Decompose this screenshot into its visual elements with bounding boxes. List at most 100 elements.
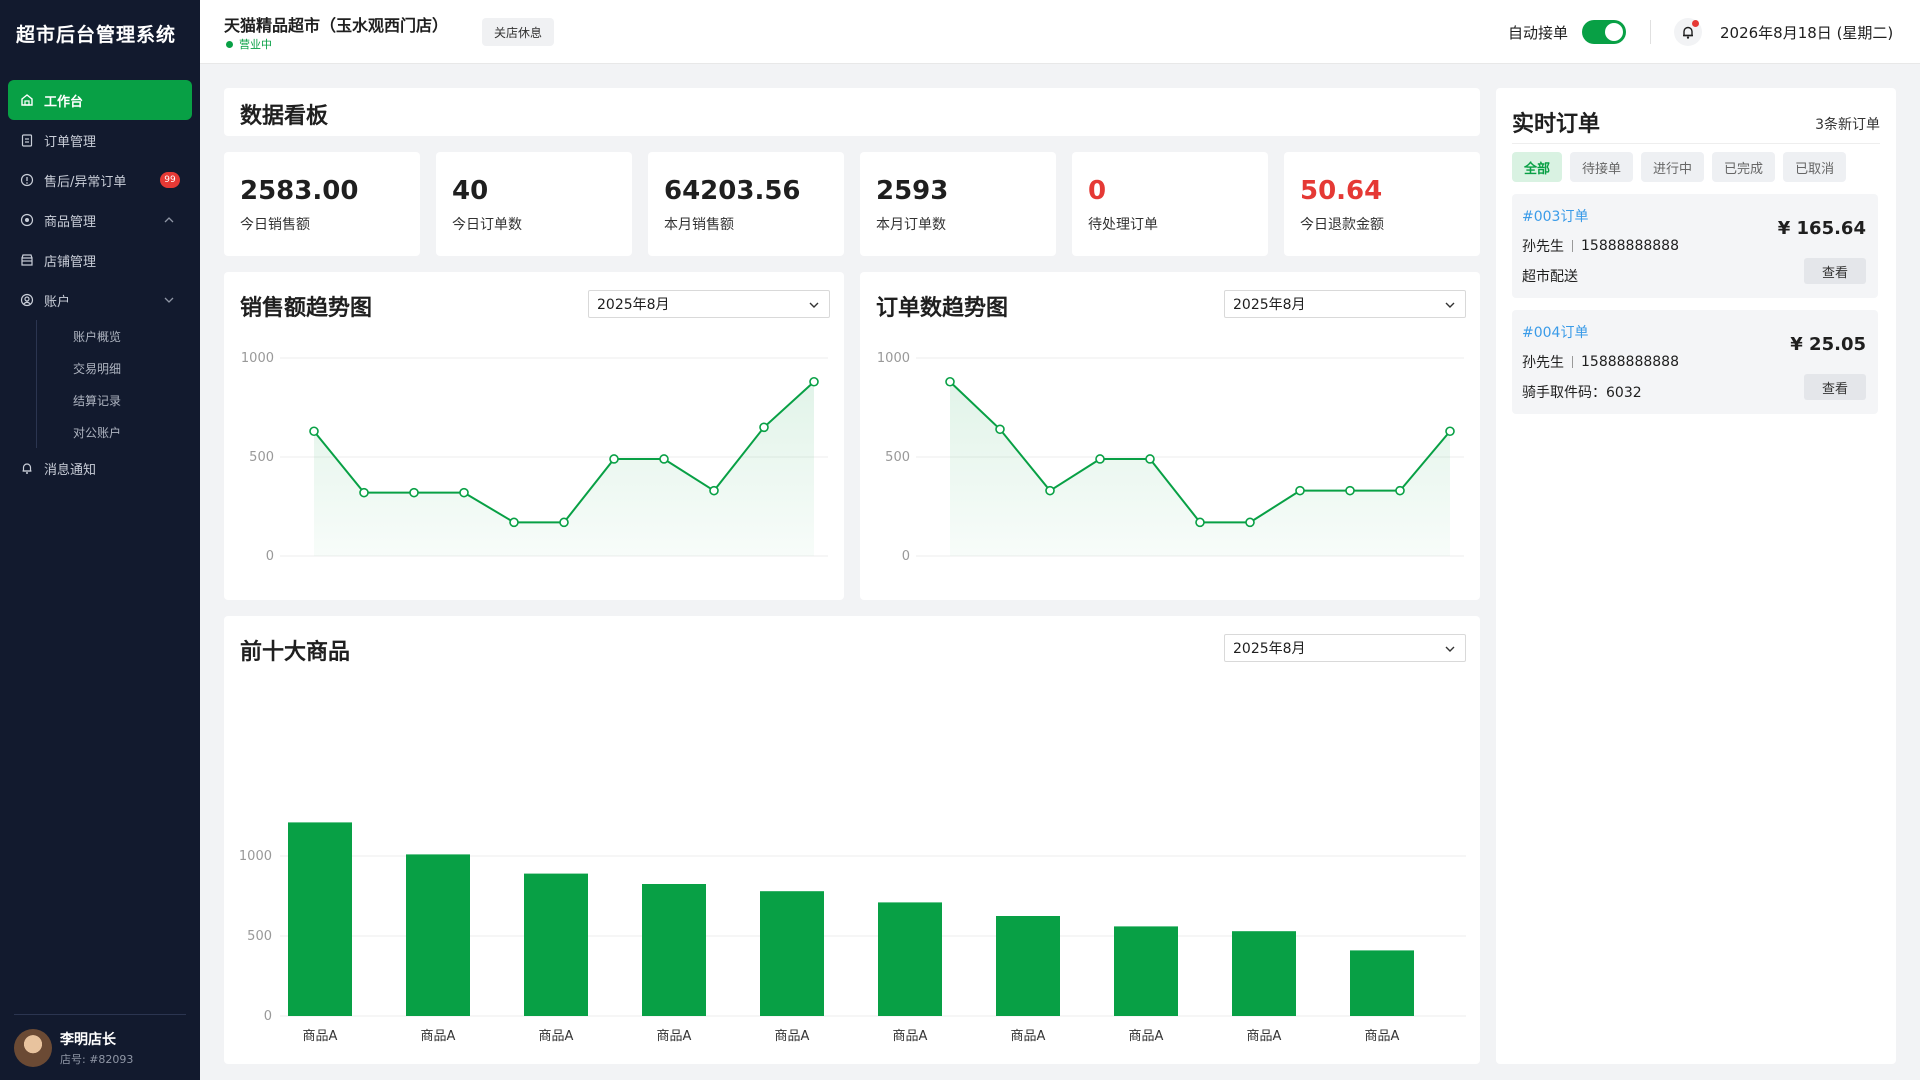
y-tick-label: 500	[885, 450, 910, 465]
stat-label: 本月订单数	[876, 217, 946, 233]
products-month-select[interactable]: 2025年8月	[1224, 634, 1466, 662]
stat-card[interactable]: 64203.56 本月销售额	[648, 152, 844, 256]
filter-tab-all[interactable]: 全部	[1512, 152, 1563, 182]
x-tick-label: 商品A	[539, 1029, 574, 1044]
data-point	[1445, 426, 1455, 437]
stat-card[interactable]: 0 待处理订单	[1072, 152, 1268, 256]
data-point	[1195, 517, 1205, 528]
sidebar-subitem-account-overview[interactable]: 账户概览	[36, 320, 192, 352]
bar	[1232, 931, 1296, 1016]
data-point	[609, 454, 619, 464]
data-point	[409, 487, 419, 498]
bar	[878, 902, 942, 1016]
x-tick-label: 商品A	[1011, 1029, 1046, 1044]
sidebar-item-notifications[interactable]: 消息通知	[8, 448, 192, 488]
x-tick-label: 商品A	[1129, 1029, 1164, 1044]
bar	[996, 916, 1060, 1016]
sidebar-subitem-transactions[interactable]: 交易明细	[36, 352, 192, 384]
stat-label: 今日退款金额	[1300, 217, 1384, 233]
stat-card[interactable]: 40 今日订单数	[436, 152, 632, 256]
sales-trend-card: 销售额趋势图 2025年8月 0 500 1000	[224, 272, 844, 600]
stat-card[interactable]: 50.64 今日退款金额	[1284, 152, 1480, 256]
customer-phone: 15888888888	[1581, 238, 1679, 254]
user-icon	[20, 293, 34, 307]
orders-trend-card: 订单数趋势图 2025年8月 0 500 1000	[860, 272, 1480, 600]
data-point	[1395, 485, 1405, 496]
sidebar-item-orders[interactable]: 订单管理	[8, 120, 192, 160]
bar	[1350, 950, 1414, 1016]
stat-label: 待处理订单	[1088, 217, 1158, 233]
chart-title: 订单数趋势图	[876, 296, 1009, 321]
stat-value: 40	[452, 176, 489, 206]
data-point	[1045, 485, 1055, 496]
filter-tab-in-progress[interactable]: 进行中	[1641, 152, 1705, 182]
x-tick-label: 商品A	[1365, 1029, 1400, 1044]
sales-month-select[interactable]: 2025年8月	[588, 290, 830, 318]
sidebar-item-label: 账户	[44, 294, 71, 310]
y-tick-label: 0	[266, 549, 274, 564]
order-card[interactable]: #004订单 孙先生 15888888888 骑手取件码：6032 ¥ 25.0…	[1512, 310, 1878, 414]
stat-label: 本月销售额	[664, 217, 734, 233]
sidebar-item-account[interactable]: 账户	[8, 280, 192, 320]
user-profile[interactable]: 李明店长 店号: #82093	[14, 1014, 186, 1067]
order-card[interactable]: #003订单 孙先生 15888888888 超市配送 ¥ 165.64 查看	[1512, 194, 1878, 298]
stat-value: 2593	[876, 176, 949, 206]
customer-name: 孙先生	[1522, 239, 1564, 255]
orders-month-select[interactable]: 2025年8月	[1224, 290, 1466, 318]
new-orders-count: 3条新订单	[1815, 117, 1880, 133]
chevron-down-icon	[1445, 646, 1455, 652]
chevron-down-icon	[164, 297, 174, 303]
product-icon	[20, 213, 34, 227]
bar	[760, 891, 824, 1016]
app-title: 超市后台管理系统	[16, 24, 177, 46]
orders-trend-chart: 0 500 1000	[877, 351, 1464, 564]
stat-card[interactable]: 2583.00 今日销售额	[224, 152, 420, 256]
auto-accept-toggle[interactable]	[1582, 20, 1626, 44]
customer-phone: 15888888888	[1581, 354, 1679, 370]
chart-title: 前十大商品	[240, 640, 351, 665]
select-value: 2025年8月	[597, 297, 670, 313]
order-number[interactable]: #004订单	[1522, 325, 1589, 341]
view-order-button[interactable]: 查看	[1804, 258, 1866, 284]
data-point	[1245, 517, 1255, 528]
filter-tab-completed[interactable]: 已完成	[1712, 152, 1776, 182]
series-area	[314, 381, 814, 556]
view-order-button[interactable]: 查看	[1804, 374, 1866, 400]
notification-button[interactable]	[1674, 18, 1702, 46]
data-point	[759, 422, 769, 433]
stat-value: 50.64	[1300, 176, 1383, 206]
alert-icon	[20, 173, 34, 187]
aftersale-count-badge: 99	[160, 172, 180, 188]
sidebar-subitem-corporate-account[interactable]: 对公账户	[36, 416, 192, 448]
stat-card[interactable]: 2593 本月订单数	[860, 152, 1056, 256]
close-store-button[interactable]: 关店休息	[482, 18, 555, 46]
sidebar-item-store[interactable]: 店铺管理	[8, 240, 192, 280]
filter-tab-cancelled[interactable]: 已取消	[1783, 152, 1847, 182]
order-customer: 孙先生 15888888888	[1522, 352, 1679, 372]
y-tick-label: 1000	[239, 849, 272, 864]
dashboard-title: 数据看板	[240, 104, 329, 129]
x-tick-label: 商品A	[303, 1029, 338, 1044]
data-point	[659, 454, 669, 464]
order-delivery-info: 超市配送	[1522, 269, 1578, 285]
sidebar-subitem-settlements[interactable]: 结算记录	[36, 384, 192, 416]
filter-tab-pending[interactable]: 待接单	[1570, 152, 1634, 182]
sidebar-item-label: 消息通知	[44, 462, 97, 478]
data-point	[1145, 454, 1155, 464]
current-date: 2026年8月18日 (星期二)	[1720, 24, 1894, 42]
sidebar-item-workbench[interactable]: 工作台	[8, 80, 192, 120]
sidebar-item-aftersale[interactable]: 售后/异常订单 99	[8, 160, 192, 200]
user-name: 李明店长	[60, 1032, 116, 1048]
order-number[interactable]: #003订单	[1522, 209, 1589, 225]
data-point	[945, 376, 955, 387]
bar	[406, 854, 470, 1016]
x-tick-label: 商品A	[657, 1029, 692, 1044]
chevron-down-icon	[1445, 302, 1455, 308]
sidebar-item-products[interactable]: 商品管理	[8, 200, 192, 240]
y-tick-label: 500	[247, 929, 272, 944]
avatar	[14, 1029, 52, 1067]
top-products-card: 前十大商品 2025年8月 0 500 1000 商品A 商品A 商品A 商品A 商品A 商品A…	[224, 616, 1480, 1064]
chart-title: 销售额趋势图	[240, 296, 373, 321]
bell-icon	[20, 461, 34, 475]
auto-accept-label: 自动接单	[1508, 24, 1569, 42]
